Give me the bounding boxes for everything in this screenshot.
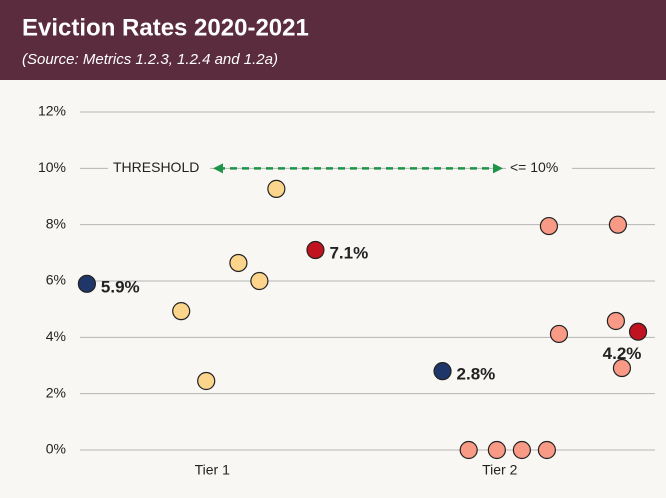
data-label: 5.9% [101,277,140,296]
y-tick-label: 8% [46,215,66,231]
y-tick-label: 0% [46,441,66,457]
threshold-value-bg [506,158,572,179]
y-tick-label: 2% [46,384,66,400]
point [539,216,559,236]
chart-title: Eviction Rates 2020-2021 [22,14,309,41]
point [537,440,557,460]
data-label: 7.1% [329,244,368,263]
y-tick-label: 12% [38,103,66,119]
chart-subtitle: (Source: Metrics 1.2.3, 1.2.4 and 1.2a) [22,51,278,68]
point [628,322,648,341]
point [433,362,452,381]
data-label: 4.2% [603,344,642,363]
point [172,302,191,321]
x-tick-label: Tier 2 [482,462,517,478]
point [512,440,531,460]
point [267,179,286,198]
threshold-label-bg [108,158,210,179]
point [229,253,248,273]
y-tick-label: 6% [46,272,66,288]
point [612,358,632,378]
y-tick-label: 4% [46,328,66,344]
point [459,440,478,460]
data-label: 2.8% [457,365,496,384]
point [608,215,628,234]
point [549,324,569,344]
x-tick-label: Tier 1 [195,462,230,478]
y-tick-label: 10% [38,159,66,175]
header [0,0,666,80]
point [197,371,216,391]
point [306,240,325,260]
point [606,311,626,331]
threshold-value-label: <= 10% [510,159,558,175]
point [250,271,269,291]
threshold-label: THRESHOLD [113,159,199,175]
point [77,274,97,293]
point [487,440,506,460]
